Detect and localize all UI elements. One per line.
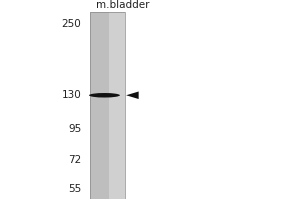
Bar: [109, 12, 124, 199]
Bar: [90, 12, 125, 199]
Polygon shape: [126, 92, 139, 99]
Ellipse shape: [89, 93, 120, 98]
Bar: [90, 12, 124, 199]
Text: m.bladder: m.bladder: [96, 0, 149, 10]
Text: 72: 72: [68, 155, 81, 165]
Text: 250: 250: [61, 19, 81, 29]
Text: 130: 130: [61, 90, 81, 100]
Text: 95: 95: [68, 124, 81, 134]
Text: 55: 55: [68, 184, 81, 194]
